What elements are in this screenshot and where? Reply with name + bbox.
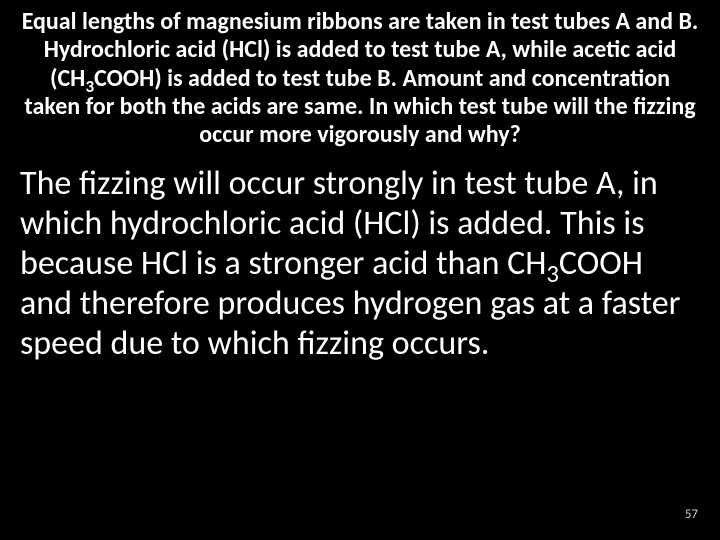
answer-text: The fizzing will occur strongly in test … [18, 164, 702, 365]
question-text: Equal lengths of magnesium ribbons are t… [18, 8, 702, 150]
slide: Equal lengths of magnesium ribbons are t… [0, 0, 720, 540]
page-number: 57 [685, 507, 698, 522]
